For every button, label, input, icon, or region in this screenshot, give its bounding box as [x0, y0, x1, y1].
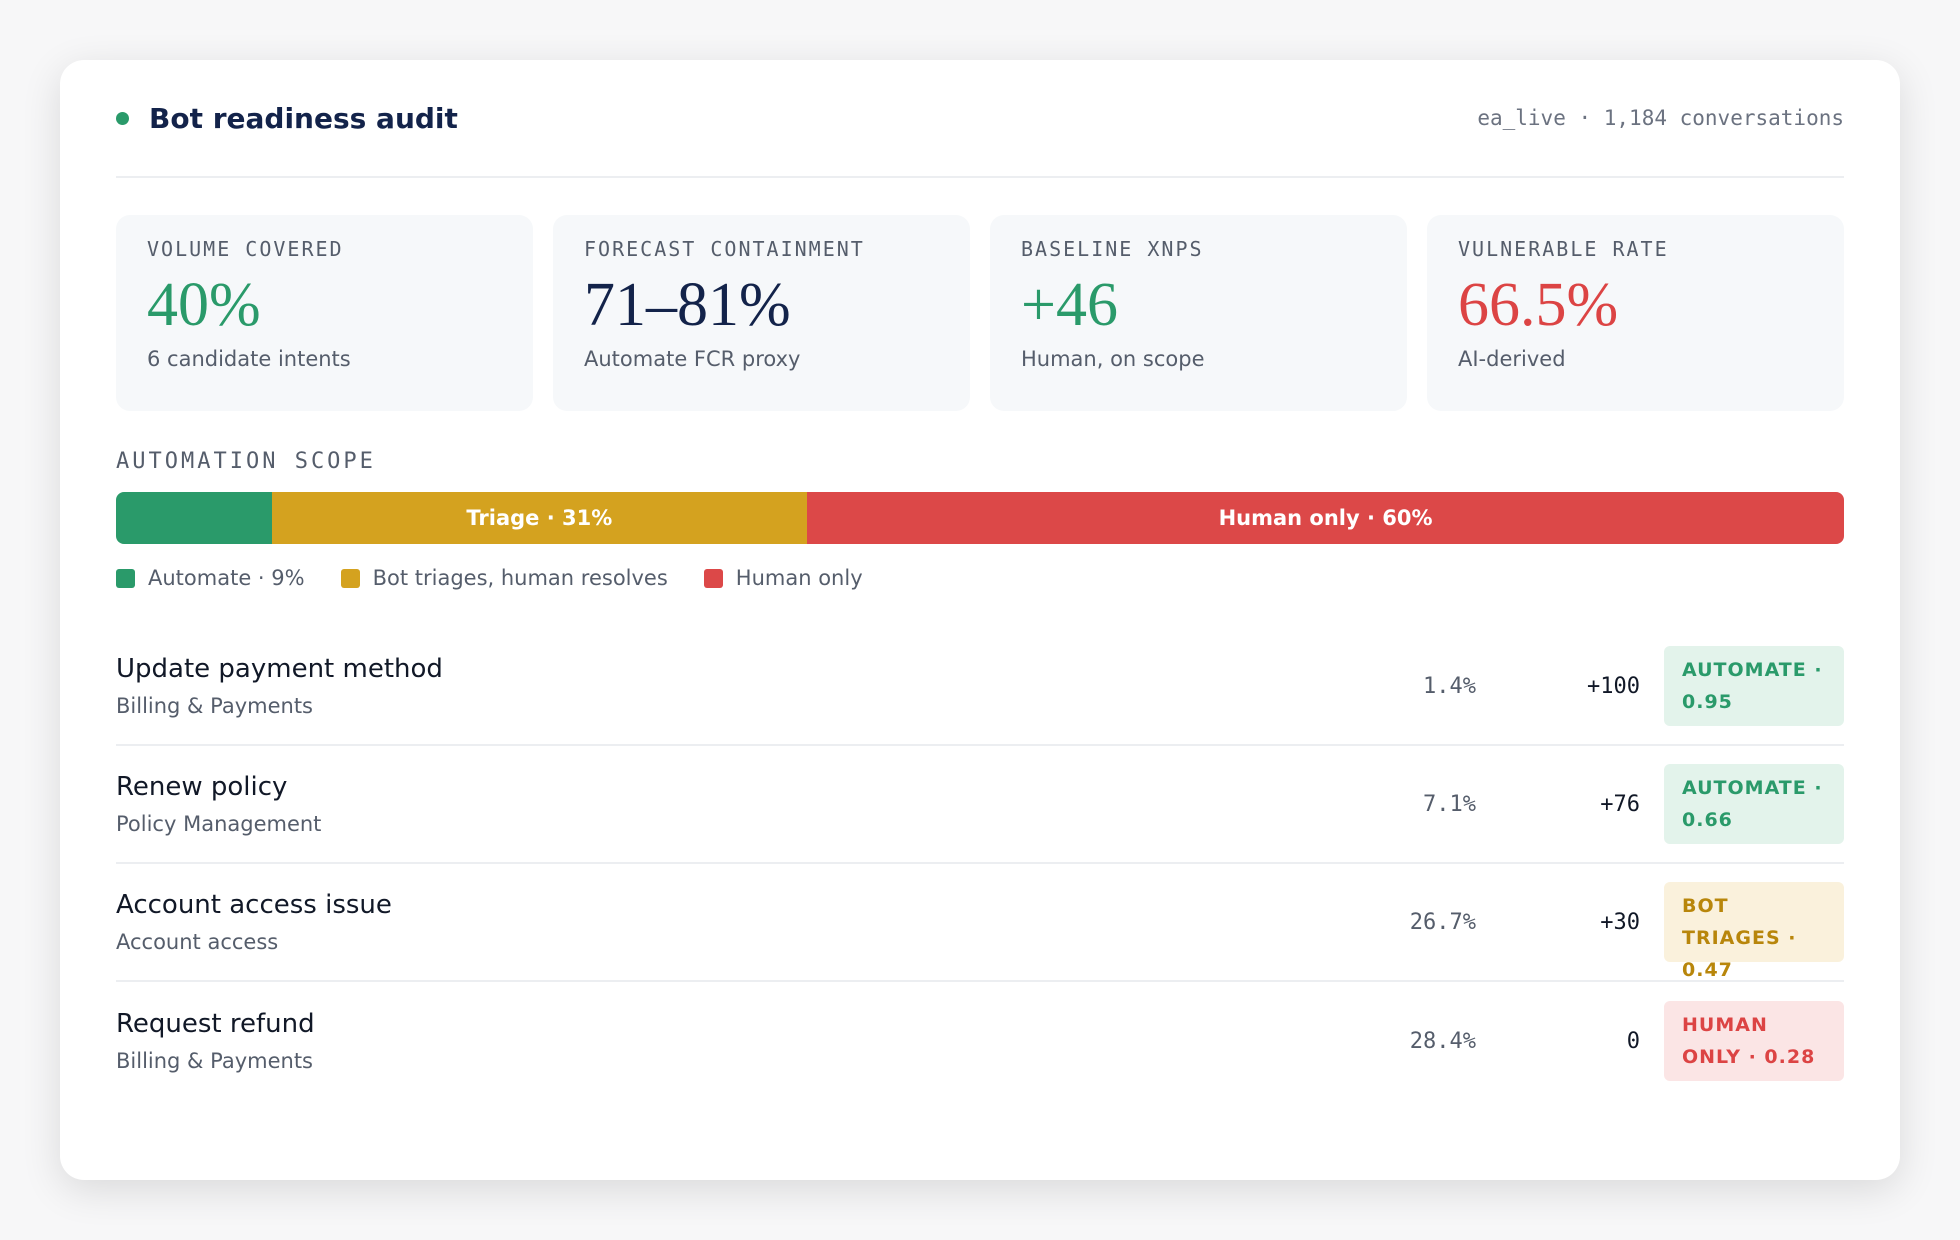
kpi-label: BASELINE XNPS: [1021, 237, 1204, 261]
intent-name: Request refund: [116, 1009, 315, 1039]
kpi-label: FORECAST CONTAINMENT: [584, 237, 865, 261]
legend-swatch: [703, 568, 723, 588]
xnps: 0: [1626, 1028, 1640, 1054]
readiness-badge: AUTOMATE · 0.95: [1664, 646, 1844, 726]
intent-category: Policy Management: [116, 812, 322, 836]
kpi-card: FORECAST CONTAINMENT 71–81% Automate FCR p…: [553, 215, 970, 411]
kpi-note: Automate FCR proxy: [584, 347, 801, 371]
legend: Automate · 9% Bot triages, human resolves…: [116, 566, 1844, 590]
legend-label: Automate · 9%: [148, 566, 305, 590]
scope-segment: Human only · 60%: [807, 492, 1844, 544]
kpi-value: 40%: [147, 271, 261, 339]
legend-label: Bot triages, human resolves: [372, 566, 668, 590]
segment-label: Human only · 60%: [1218, 506, 1433, 530]
segment-label: Triage · 31%: [466, 506, 613, 530]
intent-row: Update payment method Billing & Payments 1…: [116, 628, 1844, 746]
legend-label: Human only: [735, 566, 863, 590]
audit-card: Bot readiness audit ea_live · 1,184 conv…: [60, 60, 1900, 1180]
scope-bar: Triage · 31% Human only · 60%: [116, 492, 1844, 544]
volume-share: 28.4%: [1409, 1028, 1476, 1054]
title: Bot readiness audit: [149, 101, 458, 135]
legend-item: Bot triages, human resolves: [340, 566, 668, 590]
legend-swatch: [340, 568, 360, 588]
xnps: +100: [1587, 673, 1640, 699]
readiness-badge: HUMAN ONLY · 0.28: [1664, 1001, 1844, 1081]
volume-share: 1.4%: [1423, 673, 1476, 699]
meta: ea_live · 1,184 conversations: [1477, 106, 1844, 130]
kpi-row: VOLUME COVERED 40% 6 candidate intents FORE…: [116, 215, 1844, 411]
kpi-note: 6 candidate intents: [147, 347, 351, 371]
scope-segment: Triage · 31%: [271, 492, 808, 544]
scope-segment: [116, 492, 272, 544]
intent-list: Update payment method Billing & Payments 1…: [116, 628, 1844, 1100]
xnps: +30: [1600, 909, 1640, 935]
kpi-card: VOLUME COVERED 40% 6 candidate intents: [116, 215, 533, 411]
legend-item: Automate · 9%: [116, 566, 305, 590]
kpi-value: +46: [1021, 271, 1118, 339]
xnps: +76: [1600, 791, 1640, 817]
intent-name: Account access issue: [116, 890, 392, 920]
intent-row: Account access issue Account access 26.7% +…: [116, 864, 1844, 982]
kpi-value: 71–81%: [584, 271, 791, 339]
intent-category: Account access: [116, 930, 279, 954]
kpi-label: VOLUME COVERED: [147, 237, 344, 261]
intent-category: Billing & Payments: [116, 694, 313, 718]
intent-info: Renew policy Policy Management: [116, 772, 321, 836]
intent-info: Update payment method Billing & Payments: [116, 654, 443, 718]
legend-swatch: [116, 568, 135, 588]
kpi-label: VULNERABLE RATE: [1458, 237, 1669, 261]
readiness-badge: BOT TRIAGES · 0.47: [1664, 882, 1844, 981]
intent-info: Request refund Billing & Payments: [116, 1009, 315, 1073]
scope-title: AUTOMATION SCOPE: [116, 449, 376, 474]
legend-item: Human only: [703, 566, 863, 590]
kpi-note: AI-derived: [1458, 347, 1566, 371]
header: Bot readiness audit ea_live · 1,184 conv…: [116, 60, 1844, 178]
intent-name: Renew policy: [116, 772, 288, 802]
kpi-card: VULNERABLE RATE 66.5% AI-derived: [1427, 215, 1844, 411]
status-dot: [116, 111, 129, 125]
kpi-note: Human, on scope: [1021, 347, 1205, 371]
kpi-card: BASELINE XNPS +46 Human, on scope: [990, 215, 1407, 411]
readiness-badge: AUTOMATE · 0.66: [1664, 764, 1844, 844]
intent-category: Billing & Payments: [116, 1049, 313, 1073]
volume-share: 7.1%: [1423, 791, 1476, 817]
intent-row: Renew policy Policy Management 7.1% +76 AUTO…: [116, 746, 1844, 864]
intent-row: Request refund Billing & Payments 28.4% 0 HU…: [116, 982, 1844, 1100]
volume-share: 26.7%: [1409, 909, 1476, 935]
intent-name: Update payment method: [116, 654, 443, 684]
intent-info: Account access issue Account access: [116, 890, 392, 954]
kpi-value: 66.5%: [1458, 271, 1619, 339]
